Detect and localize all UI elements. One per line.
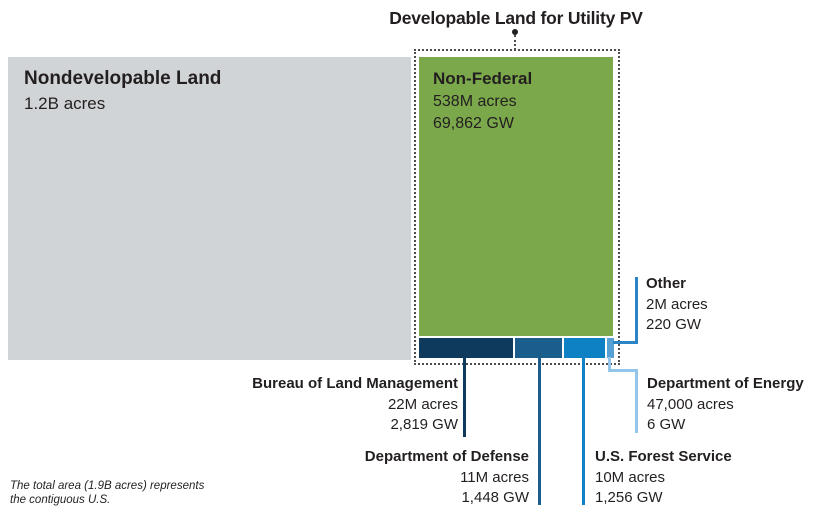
other-connector-line bbox=[613, 341, 638, 344]
usfs-gw: 1,256 GW bbox=[595, 489, 663, 506]
doe-callout: Department of Energy 47,000 acres 6 GW bbox=[647, 374, 804, 436]
blm-leader-line bbox=[463, 358, 466, 437]
nondevelopable-land-label: Nondevelopable Land bbox=[24, 68, 222, 89]
other-connector-line bbox=[635, 277, 638, 344]
other-gw: 220 GW bbox=[646, 316, 702, 333]
blm-box bbox=[419, 338, 513, 358]
doe-connector-line bbox=[608, 369, 638, 372]
usfs-box bbox=[564, 338, 605, 358]
usfs-label: U.S. Forest Service bbox=[595, 448, 732, 465]
developable-land-outline bbox=[414, 49, 620, 365]
footnote-line-1: The total area (1.9B acres) represents bbox=[10, 480, 205, 492]
non-federal-gw: 69,862 GW bbox=[433, 115, 514, 132]
non-federal-label: Non-Federal bbox=[433, 69, 533, 88]
usfs-leader-line bbox=[582, 358, 585, 505]
blm-gw: 2,819 GW bbox=[390, 416, 458, 433]
doe-acres: 47,000 acres bbox=[647, 395, 734, 413]
dod-leader-line bbox=[538, 358, 541, 505]
non-federal-acres: 538M acres bbox=[433, 93, 517, 110]
blm-acres: 22M acres bbox=[387, 395, 458, 413]
title-pointer-line bbox=[514, 35, 516, 50]
other-callout: Other 2M acres 220 GW bbox=[646, 274, 708, 336]
usfs-callout: U.S. Forest Service 10M acres 1,256 GW bbox=[595, 447, 732, 509]
dod-box bbox=[515, 338, 562, 358]
doe-box bbox=[607, 338, 614, 358]
doe-connector-line bbox=[635, 369, 638, 433]
chart-title: Developable Land for Utility PV bbox=[389, 8, 643, 28]
dod-label: Department of Defense bbox=[364, 448, 529, 465]
nondevelopable-land-acres: 1.2B acres bbox=[24, 94, 106, 113]
blm-label: Bureau of Land Management bbox=[252, 375, 458, 392]
dod-gw: 1,448 GW bbox=[461, 489, 529, 506]
non-federal-box: Non-Federal 538M acres 69,862 GW bbox=[419, 57, 613, 336]
title-pointer-dot bbox=[512, 29, 518, 35]
usfs-acres: 10M acres bbox=[595, 468, 666, 486]
dod-callout: Department of Defense 11M acres 1,448 GW bbox=[365, 447, 529, 509]
other-label: Other bbox=[646, 275, 687, 292]
footnote-line-2: the contiguous U.S. bbox=[10, 494, 111, 506]
doe-gw: 6 GW bbox=[647, 416, 686, 433]
blm-callout: Bureau of Land Management 22M acres 2,81… bbox=[252, 374, 458, 436]
doe-connector-line bbox=[608, 357, 611, 372]
doe-label: Department of Energy bbox=[647, 375, 804, 392]
other-acres: 2M acres bbox=[646, 295, 708, 313]
nondevelopable-land-box: Nondevelopable Land 1.2B acres bbox=[8, 57, 411, 360]
dod-acres: 11M acres bbox=[460, 468, 529, 486]
footnote: The total area (1.9B acres) represents t… bbox=[10, 479, 204, 507]
